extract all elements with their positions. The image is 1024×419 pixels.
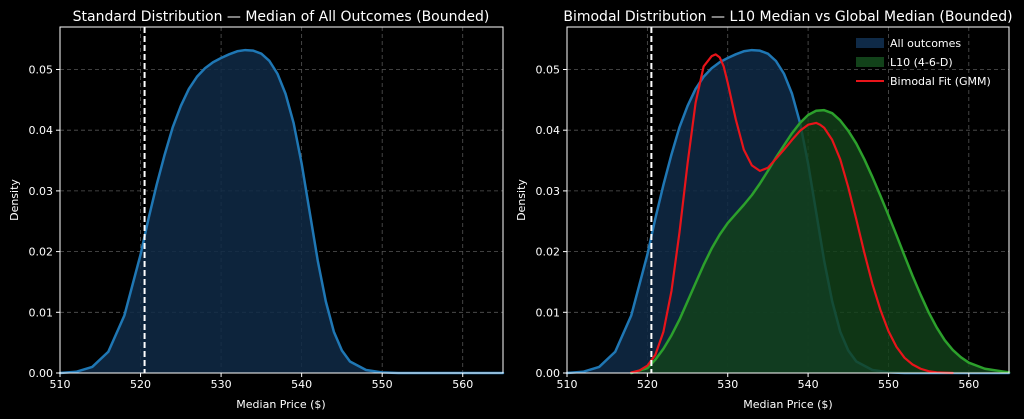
right-x-tick-label-520: 520: [637, 378, 658, 391]
right-panel: 510 520 530 540 550 560 0.000.010.020.030.040…: [515, 9, 1013, 411]
right-x-tick-label-560: 560: [958, 378, 979, 391]
left-y-tick-label-2: 0.02: [29, 246, 54, 259]
legend-swatch-l10: [856, 57, 884, 67]
right-x-tick-label-540: 540: [798, 378, 819, 391]
left-x-tick-label-510: 510: [50, 378, 71, 391]
left-axes-frame: [59, 26, 504, 374]
right-line-l10-4-6-d: [630, 108, 1011, 375]
left-y-ticks: 0.00 0.01 0.02 0.03 0.04 0.05: [29, 63, 60, 380]
left-y-tick-label-0: 0.00: [29, 367, 54, 380]
left-y-axis-label: Density: [8, 179, 21, 221]
left-y-tick-label-4: 0.04: [29, 124, 54, 137]
left-x-axis-label: Median Price ($): [236, 398, 325, 411]
left-y-tick-label-5: 0.05: [29, 63, 54, 76]
left-x-tick-label-550: 550: [372, 378, 393, 391]
right-y-tick-label-3: 0.03: [536, 185, 561, 198]
right-area-l10-4-6-d: [631, 110, 1009, 373]
legend-swatch-all-outcomes: [856, 38, 884, 48]
left-plot-area: [58, 27, 505, 375]
left-x-tick-label-560: 560: [452, 378, 473, 391]
left-x-tick-label-540: 540: [291, 378, 312, 391]
right-line-bimodal-fit-gmm: [630, 53, 954, 375]
left-area-all-outcomes: [60, 50, 503, 373]
right-y-axis-label: Density: [515, 179, 528, 221]
right-y-tick-label-2: 0.02: [536, 246, 561, 259]
left-chart-title: Standard Distribution — Median of All Ou…: [73, 9, 490, 25]
right-x-tick-label-510: 510: [557, 378, 578, 391]
right-plot-area: [565, 27, 1011, 375]
right-axes-frame: [566, 26, 1010, 374]
legend-label-gmm: Bimodal Fit (GMM): [890, 75, 991, 88]
right-x-tick-label-550: 550: [878, 378, 899, 391]
right-chart-title: Bimodal Distribution — L10 Median vs Glo…: [563, 9, 1012, 25]
left-y-tick-label-1: 0.01: [29, 306, 54, 319]
right-x-tick-label-530: 530: [717, 378, 738, 391]
right-y-tick-label-0: 0.00: [536, 367, 561, 380]
legend-label-l10: L10 (4-6-D): [890, 56, 953, 69]
right-y-ticks: 0.00 0.01 0.02 0.03 0.04 0.05: [536, 63, 567, 380]
right-x-axis-label: Median Price ($): [743, 398, 832, 411]
left-panel: 510 520 530 540 550 560 0.000.010.020.030.040…: [8, 9, 505, 411]
legend: All outcomes L10 (4-6-D) Bimodal Fit (GM…: [856, 37, 991, 88]
left-x-tick-label-520: 520: [130, 378, 151, 391]
left-line-all-outcomes: [58, 48, 505, 375]
left-x-tick-label-530: 530: [211, 378, 232, 391]
left-y-tick-label-3: 0.03: [29, 185, 54, 198]
legend-label-all-outcomes: All outcomes: [890, 37, 961, 50]
right-x-ticks: 510 520 530 540 550 560: [557, 373, 979, 391]
right-y-tick-label-4: 0.04: [536, 124, 561, 137]
right-y-tick-label-1: 0.01: [536, 306, 561, 319]
right-y-tick-label-5: 0.05: [536, 63, 561, 76]
left-x-ticks: 510 520 530 540 550 560: [50, 373, 473, 391]
